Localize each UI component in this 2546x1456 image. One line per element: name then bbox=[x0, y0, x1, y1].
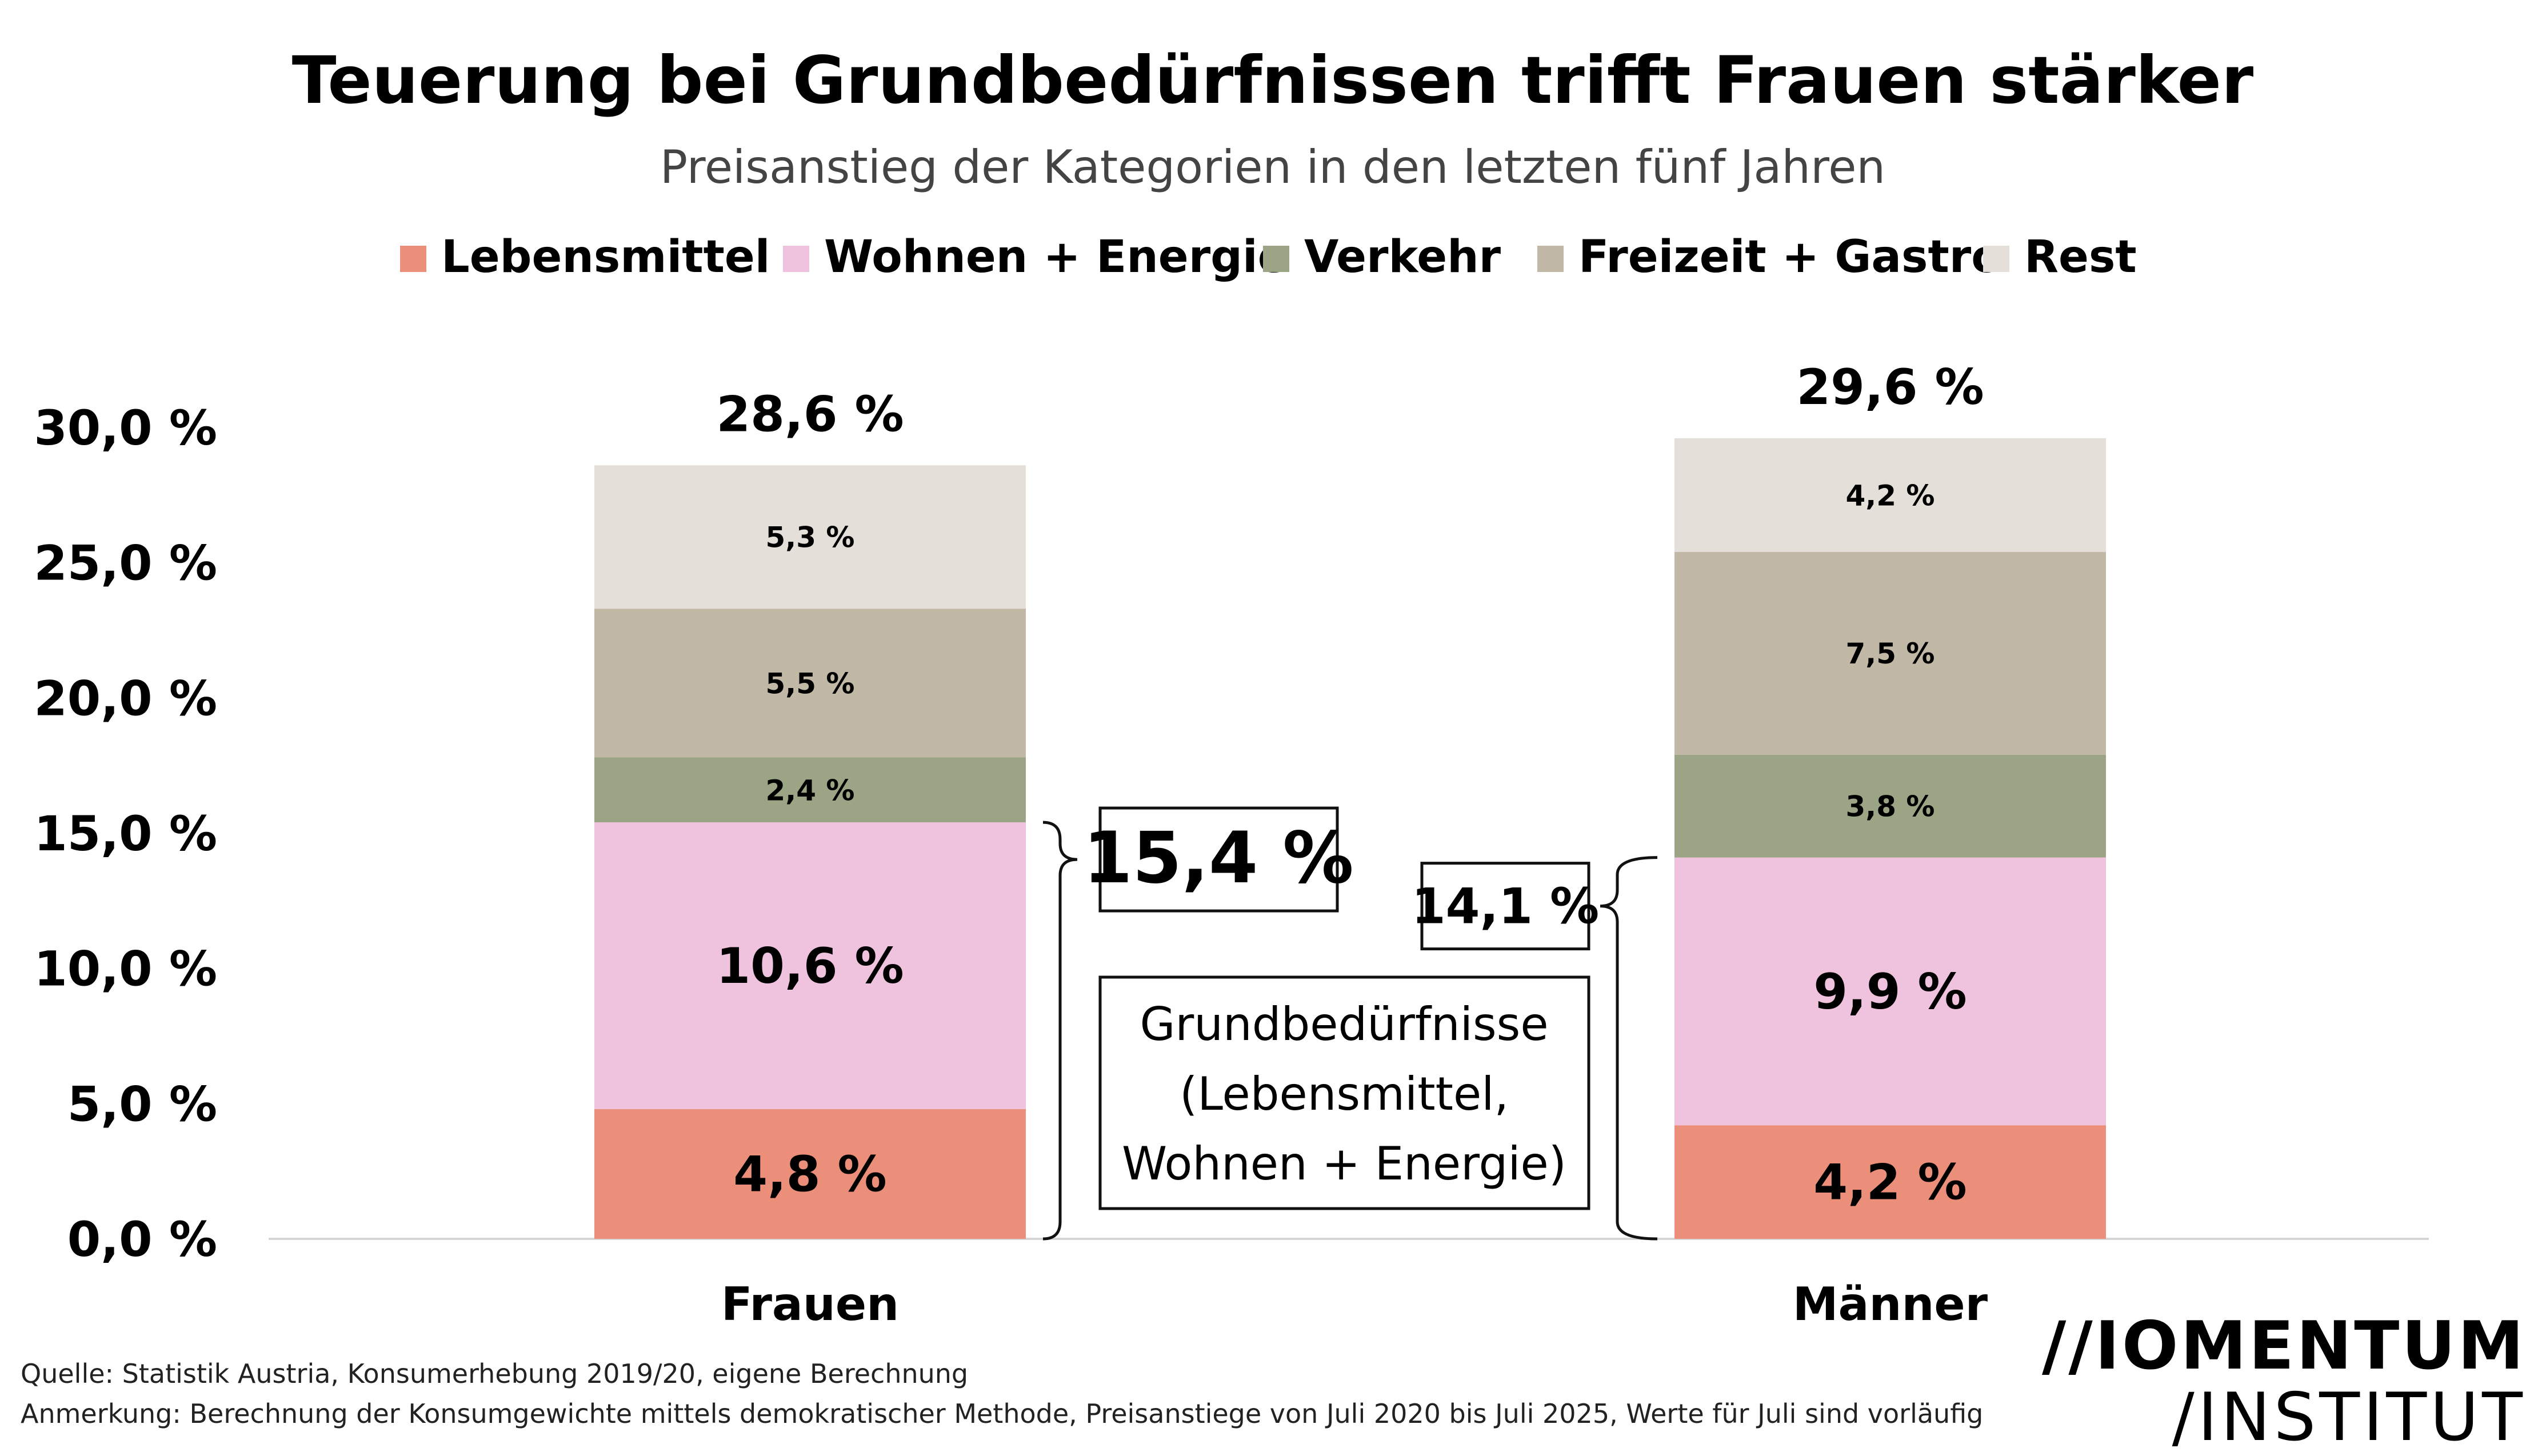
data-label-frauen-lebensmittel: 4,8 % bbox=[733, 1146, 886, 1203]
y-tick-label: 5,0 % bbox=[67, 1076, 217, 1132]
y-axis: 0,0 % 5,0 % 10,0 % 15,0 % 20,0 % 25,0 % 30,0 % bbox=[34, 400, 217, 1267]
data-label-maenner-wohnen-energie: 9,9 % bbox=[1813, 963, 1967, 1021]
chart-subtitle: Preisanstieg der Kategorien in den letzt… bbox=[660, 141, 1885, 194]
total-label-maenner: 29,6 % bbox=[1796, 359, 1984, 416]
bar-maenner-verkehr bbox=[1674, 754, 2106, 858]
legend-swatch-lebensmittel bbox=[400, 246, 426, 272]
basic-needs-box bbox=[1098, 975, 1590, 1210]
legend-label-rest: Rest bbox=[2024, 231, 2137, 283]
frauen-basic-total: 15,4 % bbox=[1083, 817, 1353, 899]
y-tick-label: 25,0 % bbox=[34, 535, 217, 591]
bar-maenner-lebensmittel bbox=[1674, 1125, 2106, 1239]
bar-frauen-lebensmittel bbox=[594, 1109, 1026, 1239]
bar-frauen-wohnen-energie bbox=[594, 822, 1026, 1109]
legend: Lebensmittel Wohnen + Energie Verkehr Freiz… bbox=[400, 231, 2137, 283]
total-label-frauen: 28,6 % bbox=[716, 386, 904, 443]
y-tick-label: 15,0 % bbox=[34, 806, 217, 862]
maenner-basic-total: 14,1 % bbox=[1412, 878, 1599, 935]
x-category-label-frauen: Frauen bbox=[721, 1278, 899, 1331]
data-label-frauen-rest: 5,3 % bbox=[765, 521, 854, 554]
bars: 4,8 % 10,6 % 2,4 % 5,5 % 5,3 % 28,6 % 4,2 % 9,9… bbox=[594, 359, 2106, 1239]
footer-source: Quelle: Statistik Austria, Konsumerhebun… bbox=[21, 1358, 968, 1389]
frauen-basic-box bbox=[1098, 806, 1339, 913]
data-label-maenner-verkehr: 3,8 % bbox=[1845, 790, 1935, 823]
chart-title: Teuerung bei Grundbedürfnissen trifft Fr… bbox=[292, 42, 2253, 118]
bar-frauen-rest bbox=[594, 465, 1026, 609]
data-label-frauen-freizeit-gastro: 5,5 % bbox=[765, 667, 854, 700]
data-label-maenner-rest: 4,2 % bbox=[1845, 479, 1935, 512]
x-axis: Frauen Männer bbox=[721, 1278, 1988, 1331]
footer-note: Anmerkung: Berechnung der Konsumgewichte… bbox=[21, 1398, 1983, 1429]
x-category-label-maenner: Männer bbox=[1793, 1278, 1988, 1331]
y-tick-label: 30,0 % bbox=[34, 400, 217, 456]
basic-needs-line-2: (Lebensmittel, bbox=[1180, 1067, 1509, 1121]
y-tick-label: 0,0 % bbox=[67, 1211, 217, 1267]
data-label-frauen-verkehr: 2,4 % bbox=[765, 774, 854, 807]
brace-maenner bbox=[1600, 856, 1658, 1241]
legend-swatch-wohnen-energie bbox=[783, 246, 809, 272]
maenner-basic-box bbox=[1420, 862, 1590, 951]
y-tick-label: 20,0 % bbox=[34, 670, 217, 726]
data-label-maenner-freizeit-gastro: 7,5 % bbox=[1845, 637, 1935, 670]
legend-swatch-rest bbox=[1983, 246, 2009, 272]
y-tick-label: 10,0 % bbox=[34, 941, 217, 997]
bar-maenner-freizeit-gastro bbox=[1674, 551, 2106, 755]
basic-needs-line-3: Wohnen + Energie) bbox=[1122, 1137, 1566, 1190]
logo-line-2: /INSTITUT bbox=[2172, 1379, 2526, 1456]
data-label-maenner-lebensmittel: 4,2 % bbox=[1813, 1154, 1967, 1211]
brace-frauen bbox=[1042, 821, 1078, 1241]
logo-line-1: //IOMENTUM bbox=[2042, 1307, 2526, 1385]
basic-needs-line-1: Grundbedürfnisse bbox=[1140, 998, 1548, 1051]
bar-maenner-rest bbox=[1674, 438, 2106, 552]
legend-swatch-verkehr bbox=[1263, 246, 1289, 272]
bar-frauen-freizeit-gastro bbox=[594, 609, 1026, 758]
legend-label-freizeit-gastro: Freizeit + Gastro bbox=[1578, 231, 2002, 283]
legend-label-lebensmittel: Lebensmittel bbox=[441, 231, 770, 283]
legend-label-wohnen-energie: Wohnen + Energie bbox=[824, 231, 1288, 283]
legend-label-verkehr: Verkehr bbox=[1304, 231, 1501, 283]
legend-swatch-freizeit-gastro bbox=[1537, 246, 1564, 272]
data-label-frauen-wohnen-energie: 10,6 % bbox=[716, 938, 904, 995]
bar-frauen-verkehr bbox=[594, 757, 1026, 823]
bar-maenner-wohnen-energie bbox=[1674, 857, 2106, 1126]
